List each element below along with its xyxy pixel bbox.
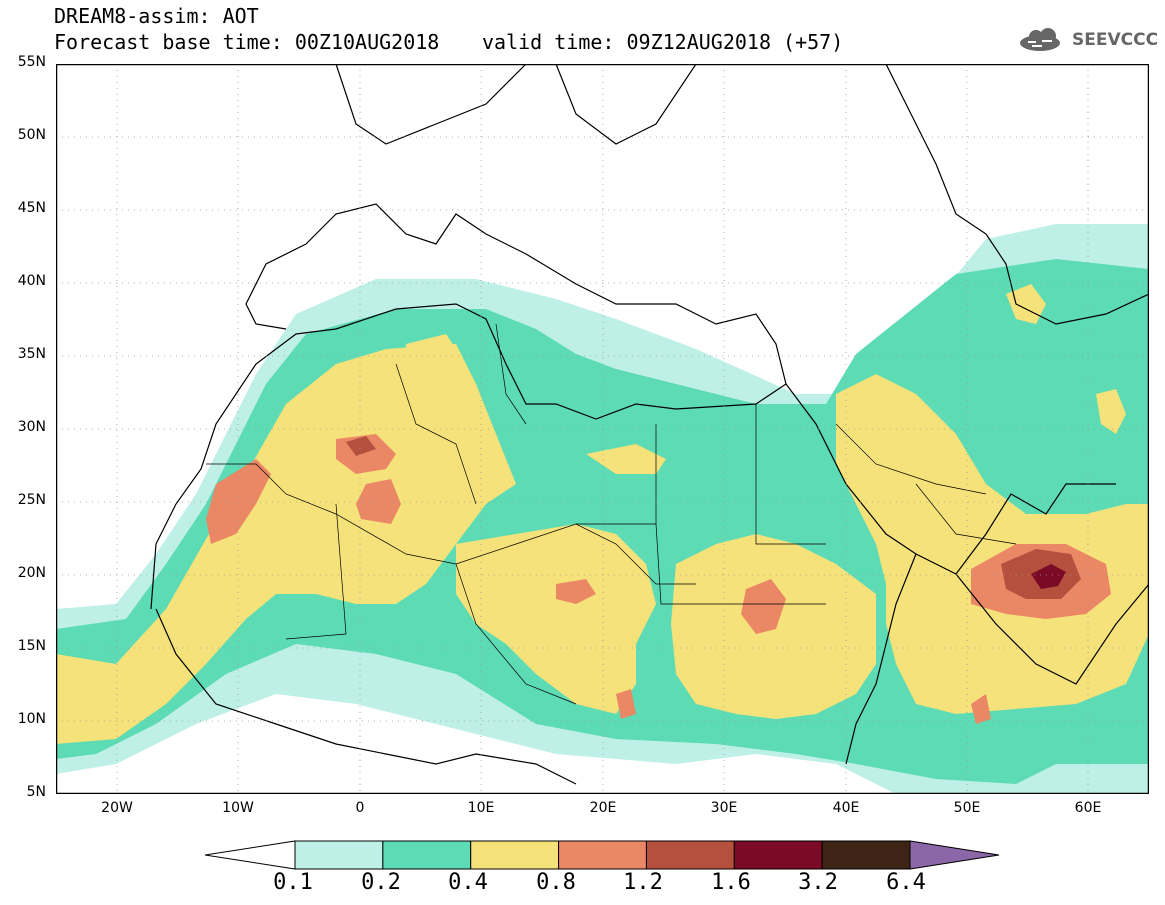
lat-label-10n: 10N [17, 711, 46, 727]
logo-text: SEEVCCC [1072, 30, 1159, 50]
colorbar-cell-2 [382, 840, 472, 870]
colorbar-cell-5 [645, 840, 735, 870]
aot-map [56, 64, 1149, 794]
colorbar-label-0.2: 0.2 [361, 870, 401, 895]
lon-label-50e: 50E [953, 800, 981, 816]
colorbar-cell-3 [470, 840, 560, 870]
cloud-icon [1020, 28, 1060, 51]
lon-label-20w: 20W [101, 800, 133, 816]
lat-label-25n: 25N [17, 492, 46, 508]
colorbar-label-6.4: 6.4 [886, 870, 926, 895]
lat-label-15n: 15N [17, 638, 46, 654]
colorbar-label-1.2: 1.2 [623, 870, 663, 895]
map-title: DREAM8-assim: AOT [54, 4, 259, 28]
lon-label-40e: 40E [832, 800, 860, 816]
colorbar-label-0.8: 0.8 [536, 870, 576, 895]
colorbar-label-0.4: 0.4 [448, 870, 488, 895]
lon-label-10e: 10E [467, 800, 495, 816]
lat-label-30n: 30N [17, 419, 46, 435]
lat-label-20n: 20N [17, 565, 46, 581]
gridlines [56, 64, 1149, 794]
aot-band-1.6 [1031, 564, 1066, 589]
colorbar-cell-7 [821, 840, 911, 870]
seevccc-logo [1020, 28, 1060, 51]
lat-label-5n: 5N [26, 784, 46, 800]
colorbar-cell-below [205, 840, 296, 870]
coastlines [150, 64, 1149, 785]
lon-label-60e: 60E [1074, 800, 1102, 816]
lat-label-40n: 40N [17, 273, 46, 289]
colorbar-cell-above [909, 840, 1000, 870]
colorbar-label-1.6: 1.6 [711, 870, 751, 895]
lat-label-55n: 55N [17, 54, 46, 70]
lon-label-10w: 10W [222, 800, 254, 816]
colorbar-label-0.1: 0.1 [273, 870, 313, 895]
colorbar-cell-4 [558, 840, 647, 870]
colorbar-cell-1 [294, 840, 384, 870]
lon-label-0: 0 [355, 800, 365, 816]
borders [206, 323, 1017, 705]
lon-label-30e: 30E [710, 800, 738, 816]
lat-label-35n: 35N [17, 346, 46, 362]
forecast-base-time: Forecast base time: 00Z10AUG2018 [54, 30, 440, 54]
lon-label-20e: 20E [589, 800, 617, 816]
colorbar-cell-6 [733, 840, 823, 870]
lat-label-50n: 50N [17, 127, 46, 143]
colorbar-label-3.2: 3.2 [798, 870, 838, 895]
colorbar [205, 840, 1000, 870]
valid-time: valid time: 09Z12AUG2018 (+57) [482, 30, 844, 54]
lat-label-45n: 45N [17, 200, 46, 216]
